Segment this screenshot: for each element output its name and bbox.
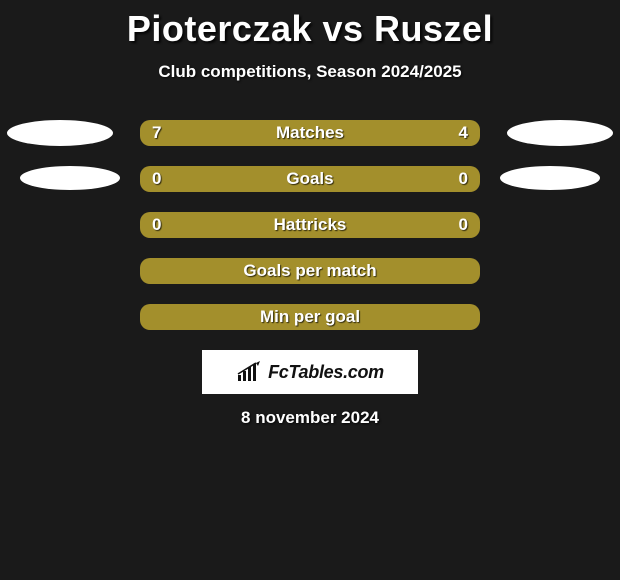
brand-text: FcTables.com <box>268 362 384 383</box>
stat-bar: 74Matches <box>140 120 480 146</box>
stat-bar: Min per goal <box>140 304 480 330</box>
stat-bar-left: 0 <box>140 212 468 238</box>
stat-row: 74Matches <box>0 120 620 146</box>
stat-bar-right: 0 <box>468 212 480 238</box>
stat-bar-right <box>468 304 480 330</box>
flag-ellipse-right <box>507 120 613 146</box>
stat-bar-right: 4 <box>347 120 480 146</box>
page-subtitle: Club competitions, Season 2024/2025 <box>0 62 620 82</box>
date-label: 8 november 2024 <box>0 408 620 428</box>
stat-value-left: 0 <box>152 169 161 189</box>
stat-rows: 74Matches00Goals00HattricksGoals per mat… <box>0 120 620 330</box>
page-title: Pioterczak vs Ruszel <box>0 8 620 50</box>
stat-value-left: 7 <box>152 123 161 143</box>
brand-inner: FcTables.com <box>236 361 384 383</box>
stat-bar-right <box>468 258 480 284</box>
flag-ellipse-left <box>7 120 113 146</box>
stat-row: 00Goals <box>0 166 620 192</box>
stat-bar-left <box>140 258 468 284</box>
flag-ellipse-left <box>20 166 120 190</box>
stat-row: 00Hattricks <box>0 212 620 238</box>
stat-bar-left: 0 <box>140 166 468 192</box>
stat-bar-left <box>140 304 468 330</box>
stat-row: Min per goal <box>0 304 620 330</box>
flag-ellipse-right <box>500 166 600 190</box>
stat-value-right: 0 <box>459 169 468 189</box>
stat-row: Goals per match <box>0 258 620 284</box>
stat-bar-right: 0 <box>468 166 480 192</box>
comparison-card: Pioterczak vs Ruszel Club competitions, … <box>0 0 620 428</box>
stat-bar: Goals per match <box>140 258 480 284</box>
stat-value-right: 4 <box>459 123 468 143</box>
stat-bar-left: 7 <box>140 120 347 146</box>
stat-bar: 00Hattricks <box>140 212 480 238</box>
bars-icon <box>236 361 264 383</box>
stat-bar: 00Goals <box>140 166 480 192</box>
stat-value-right: 0 <box>459 215 468 235</box>
brand-badge: FcTables.com <box>202 350 418 394</box>
stat-value-left: 0 <box>152 215 161 235</box>
